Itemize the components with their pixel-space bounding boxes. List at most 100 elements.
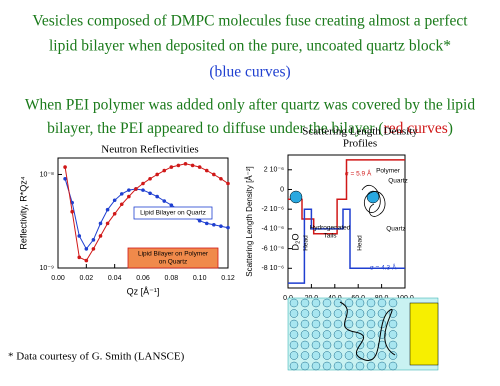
lipid-head [344,298,354,308]
lipid-head [300,330,310,339]
lipid-head [366,309,376,318]
data-point [197,218,202,223]
lipid-head [300,309,310,318]
lipid-head [322,330,332,339]
lipid-head [355,298,365,308]
para2-text: bilayer, the PEI appeared to diffuse und… [47,120,384,137]
data-point [183,162,188,166]
lipid-head [289,298,299,308]
lipid-head [300,361,310,371]
lipid-head [355,330,365,339]
lipid-head [322,340,332,350]
y-tick-label: -2 10⁻⁶ [261,206,284,213]
lipid-head [377,298,387,308]
plot-frame [287,154,406,289]
data-point [155,172,159,177]
lipid-head [322,298,332,308]
annotation: Head [303,235,310,251]
x-tick-label: 0.00 [51,275,65,282]
lipid-head [333,340,343,350]
lipid-head [333,309,343,318]
annotation: on Quartz [159,259,188,266]
data-point [155,194,159,199]
lipid-head [311,330,321,339]
head-icon [289,190,303,204]
data-point [226,181,230,186]
data-point [77,234,82,238]
quartz-block [409,302,439,366]
y-tick-label: -6 10⁻⁶ [261,245,284,252]
lipid-head [333,298,343,308]
lipid-head [311,309,321,318]
chart-title: Scattering Length Density [302,126,418,138]
y-tick-label: 10⁻⁹ [40,265,54,272]
lipid-head [355,361,365,371]
lipid-head [366,319,376,329]
y-tick-label: 10⁻⁸ [40,171,54,178]
data-point [77,255,82,260]
data-point [105,207,110,212]
lipid-head [322,351,332,360]
data-point [119,192,124,196]
data-point [119,202,124,207]
annotation: Quartz [386,226,406,233]
data-point [141,181,145,186]
lipid-head [289,309,299,318]
data-point [112,198,117,203]
lipid-head [300,298,310,308]
x-axis-label: Qz [Å⁻¹] [127,286,160,296]
annotation: Lipid Bilayer on Polymer [138,251,209,258]
lipid-head [366,361,376,371]
data-point [91,238,96,242]
annotation: σ = 4.3 Å [370,263,397,272]
lipid-head [355,351,365,360]
para1-line: Vesicles composed of DMPC molecules fuse… [32,13,468,30]
data-point [70,209,74,214]
lipid-head [344,351,354,360]
lipid-head [388,361,398,371]
lipid-head [377,361,387,371]
lipid-head [344,319,354,329]
lipid-head [311,340,321,350]
chart-title: Profiles [343,138,377,150]
y-axis-label: Scattering Length Density [Å⁻²] [245,166,254,277]
x-tick-label: 0.12 [221,275,235,282]
annotation: Polymer [376,168,401,175]
polymer-tangle [339,301,396,361]
lipid-head [355,319,365,329]
lipid-head [333,351,343,360]
data-point [204,168,209,173]
lipid-head [322,361,332,371]
lipid-head [388,319,398,329]
data-point [226,225,230,230]
data-point [169,203,174,207]
data-point [63,176,67,181]
para2-highlight: red curves [384,120,448,137]
para1-line: lipid bilayer when deposited on the pure… [49,38,451,55]
data-point [190,163,195,168]
lipid-head [300,319,310,329]
x-tick-label: 0.02 [80,275,94,282]
head-icon [366,190,380,204]
para1-highlight: (blue curves) [209,64,290,81]
lipid-head [289,319,299,329]
y-tick-label: -8 10⁻⁶ [261,265,284,272]
annotation-box [133,206,213,220]
y-tick-label: 2 10⁻⁶ [264,167,284,174]
lipid-head [311,298,321,308]
lipid-head [289,340,299,350]
x-tick-label: 0.08 [165,275,179,282]
polymer-coil [361,184,386,217]
profile-line [288,208,405,284]
para2-line: bilayer, the PEI appeared to diffuse und… [47,120,453,137]
data-point [212,222,216,227]
data-point [84,258,89,263]
data-point [112,211,117,216]
lipid-head [366,298,376,308]
lipid-head [388,340,398,350]
data-point [148,191,152,196]
lipid-head [289,330,299,339]
annotation-box [127,247,219,269]
footnote: * Data courtesy of G. Smith (LANSCE) [8,351,185,363]
y-tick-label: -4 10⁻⁶ [261,226,284,233]
